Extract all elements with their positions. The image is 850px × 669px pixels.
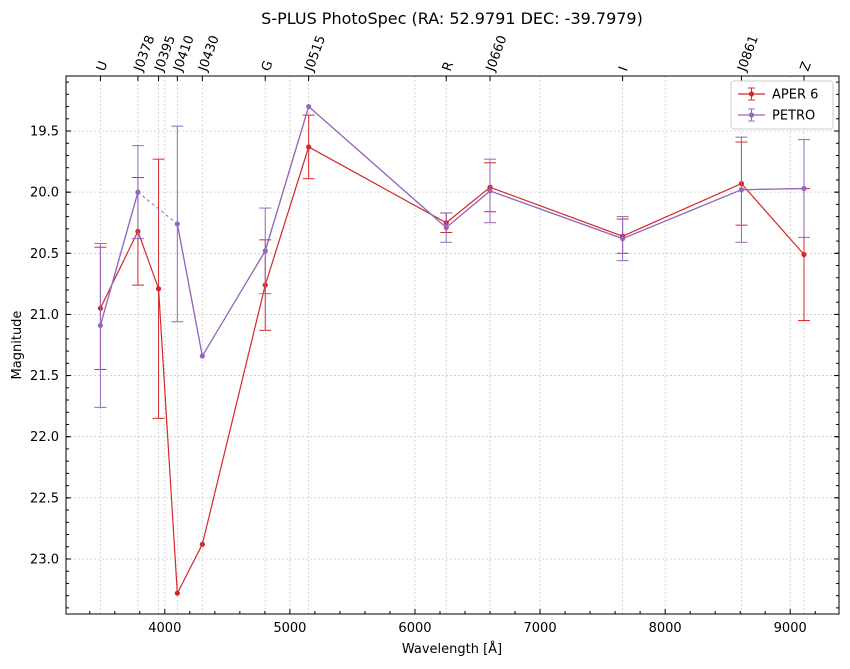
filter-label: J0515 (302, 34, 329, 75)
filter-label: J0861 (735, 34, 762, 75)
plot-frame (65, 75, 840, 615)
filter-label: I (616, 65, 631, 74)
data-point (199, 353, 205, 359)
legend-label: APER 6 (772, 88, 818, 103)
data-point (155, 286, 162, 292)
axes-ticks: 19.5 20.0 20.5 21.0 21.5 22.0 22.5 23.0 4000 5000… (30, 76, 839, 636)
data-point (174, 221, 180, 227)
data-point (620, 236, 626, 242)
y-tick-label: 22.5 (30, 491, 59, 506)
data-point (262, 248, 268, 254)
x-axis-label: Wavelength [Å] (402, 641, 502, 657)
series-line (99, 146, 805, 596)
x-tick-label: 6000 (398, 621, 431, 636)
filter-label: U (94, 59, 111, 73)
data-point (135, 189, 141, 195)
x-tick-label: 9000 (774, 621, 807, 636)
chart-title: S-PLUS PhotoSpec (RA: 52.9791 DEC: -39.7… (261, 9, 643, 28)
data-point (199, 541, 205, 547)
filter-label: G (259, 59, 277, 74)
data-point (487, 188, 493, 194)
filter-label: Z (798, 60, 815, 74)
x-tick-label: 8000 (649, 621, 682, 636)
series-line-dashed (137, 191, 178, 225)
data-point (443, 225, 449, 231)
series-line (176, 105, 804, 358)
data-point (801, 185, 807, 192)
legend-marker (748, 91, 755, 97)
series-layer (94, 103, 810, 596)
series-line (99, 191, 139, 326)
y-tick-label: 19.5 (30, 125, 59, 140)
x-tick-label: 5000 (273, 621, 306, 636)
grid (66, 76, 839, 614)
y-tick-label: 22.0 (30, 430, 59, 445)
legend-marker (748, 112, 755, 118)
y-tick-label: 21.0 (30, 308, 59, 323)
filter-label: R (440, 60, 457, 74)
y-tick-label: 23.0 (30, 552, 59, 567)
data-point (97, 322, 103, 329)
filter-label: J0430 (196, 34, 223, 75)
data-point (174, 590, 180, 596)
legend: APER 6 PETRO (730, 80, 834, 130)
filter-label: J0660 (483, 34, 510, 75)
data-point (738, 187, 745, 193)
y-tick-label: 20.0 (30, 186, 59, 201)
y-tick-label: 21.5 (30, 369, 59, 384)
data-point (306, 144, 312, 150)
data-point (306, 103, 312, 110)
x-tick-label: 4000 (148, 621, 181, 636)
y-axis-label: Magnitude (10, 311, 25, 380)
data-point (801, 251, 807, 258)
series-petro (94, 103, 810, 408)
legend-box (730, 80, 834, 130)
x-tick-label: 7000 (524, 621, 557, 636)
y-tick-label: 20.5 (30, 247, 59, 262)
legend-label: PETRO (772, 109, 815, 124)
